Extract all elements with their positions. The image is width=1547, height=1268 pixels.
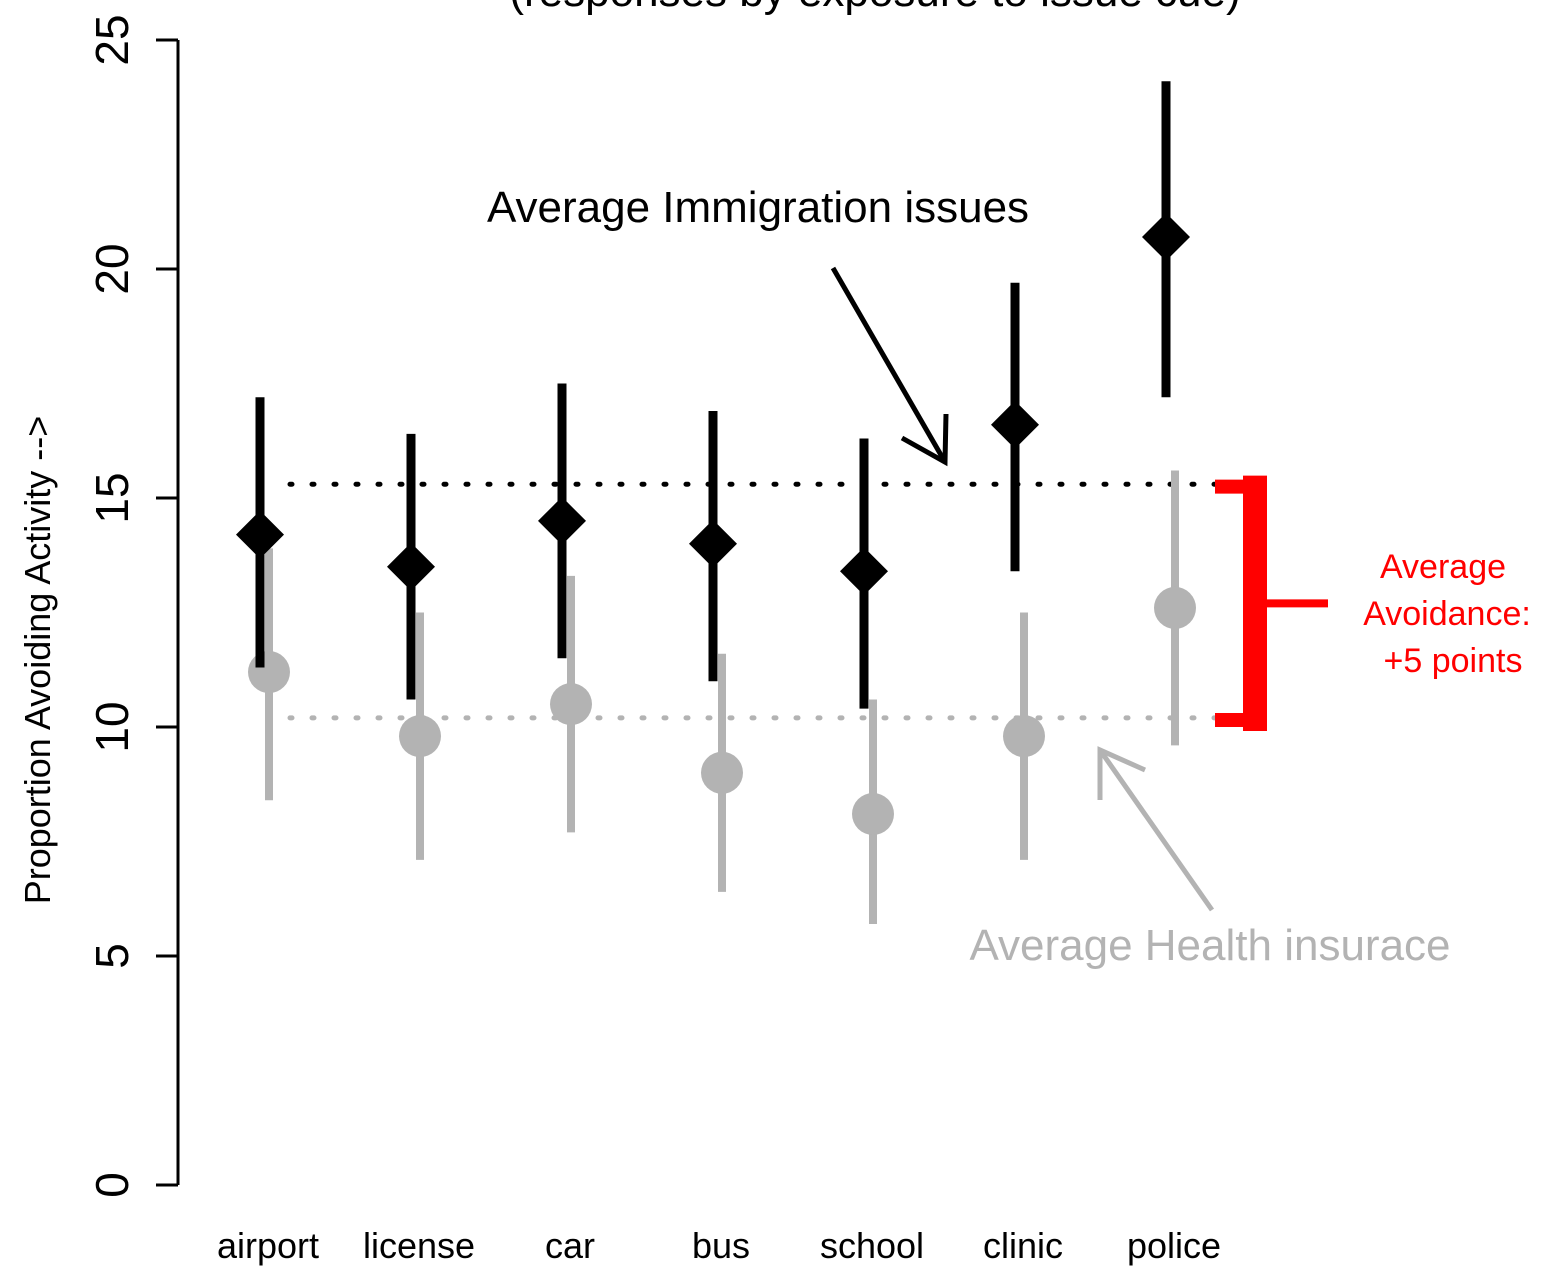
data-point [1154,586,1196,629]
y-tick-label: 10 [86,701,138,752]
y-tick-label: 0 [86,1172,138,1198]
x-tick-label: clinic [983,1225,1063,1266]
data-point [701,751,743,794]
data-point [1142,212,1190,261]
y-tick-label: 25 [86,14,138,65]
data-point [840,547,888,596]
y-axis: 0 5 10 15 20 25 [86,14,180,1198]
y-tick-label: 20 [86,243,138,294]
data-point [689,519,737,568]
x-tick-label: airport [217,1225,319,1266]
chart-title: (responses by exposure to issue cue) [509,0,1240,16]
avoidance-bracket [1215,475,1328,731]
data-point [387,542,435,591]
y-tick-label: 5 [86,943,138,969]
avoidance-bracket-label: Average Avoidance: +5 points [1363,548,1531,680]
y-axis-title: Proportion Avoiding Activity --> [17,416,58,905]
arrow-health-icon [1097,746,1215,912]
data-point [550,683,592,726]
x-tick-label: car [545,1225,595,1266]
bracket-label-line-2: Avoidance: [1363,595,1531,633]
series-immigration [236,81,1190,709]
annotation-immigration: Average Immigration issues [487,183,1029,232]
y-tick-label: 15 [86,472,138,523]
data-point [236,510,284,559]
reference-lines [287,481,1218,721]
data-point [399,715,441,758]
category-labels: airport license car bus school clinic police [217,1225,1221,1266]
x-tick-label: license [363,1225,475,1266]
annotation-health: Average Health insurace [969,921,1450,970]
bracket-label-line-1: Average [1380,548,1506,586]
x-tick-label: bus [692,1225,750,1266]
bracket-label-line-3: +5 points [1384,642,1523,680]
data-point [852,793,894,836]
series-layer [236,81,1196,924]
data-point [991,400,1039,449]
series-health [248,470,1196,924]
x-tick-label: police [1127,1225,1221,1266]
data-point [538,496,586,545]
x-tick-label: school [820,1225,924,1266]
data-point [248,651,290,694]
arrow-immigration-icon [830,266,949,467]
data-point [1003,715,1045,758]
